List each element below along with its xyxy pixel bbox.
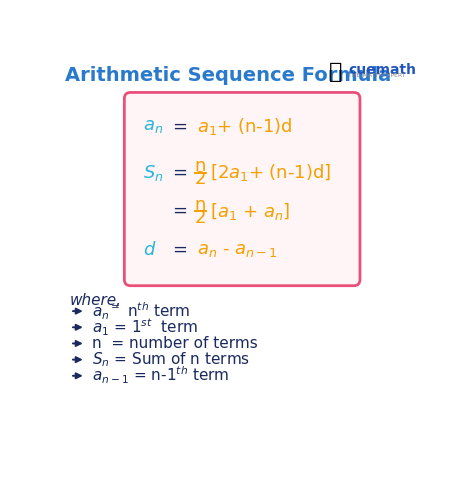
Text: $a_n$$^=$ n$^{th}$ term: $a_n$$^=$ n$^{th}$ term [92, 301, 190, 322]
FancyBboxPatch shape [124, 92, 360, 285]
Text: $a_{n-1}$ = n-1$^{th}$ term: $a_{n-1}$ = n-1$^{th}$ term [92, 365, 229, 386]
Text: $a_1$+ (n-1)d: $a_1$+ (n-1)d [197, 116, 293, 137]
Text: =: = [172, 202, 187, 220]
Text: $[2a_1$+ (n-1)d]: $[2a_1$+ (n-1)d] [210, 162, 331, 183]
Text: 2: 2 [194, 170, 206, 188]
Text: n  = number of terms: n = number of terms [92, 336, 257, 351]
Text: 🚀: 🚀 [329, 62, 342, 82]
Text: cuemath: cuemath [348, 63, 416, 77]
Text: $[a_1$ + $a_n]$: $[a_1$ + $a_n]$ [210, 201, 290, 222]
Text: 2: 2 [194, 209, 206, 227]
Text: Arithmetic Sequence Formula: Arithmetic Sequence Formula [65, 66, 392, 85]
Text: $S_n$: $S_n$ [143, 163, 164, 183]
Text: THE MATH EXPERT: THE MATH EXPERT [348, 73, 406, 78]
Text: =: = [172, 241, 187, 259]
Text: =: = [172, 117, 187, 135]
Text: $a_n$: $a_n$ [143, 117, 163, 135]
Text: $a_1$ = 1$^{st}$  term: $a_1$ = 1$^{st}$ term [92, 317, 198, 338]
Text: where,: where, [70, 293, 122, 308]
Text: n: n [195, 196, 206, 214]
Text: n: n [195, 157, 206, 175]
Text: d: d [143, 241, 155, 259]
Text: $S_n$ = Sum of n terms: $S_n$ = Sum of n terms [92, 350, 250, 369]
Text: $a_n$ - $a_{n-1}$: $a_n$ - $a_{n-1}$ [197, 241, 278, 259]
Text: =: = [172, 163, 187, 182]
